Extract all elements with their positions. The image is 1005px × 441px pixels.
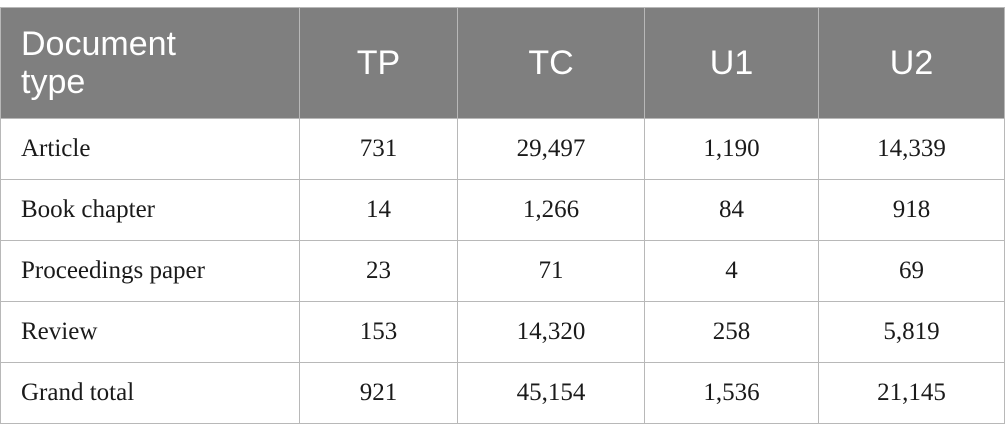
cell-u2: 69 [818, 240, 1005, 302]
cell-u1: 1,536 [644, 362, 819, 424]
cell-tc: 14,320 [457, 301, 645, 363]
table-row: Article 731 29,497 1,190 14,339 [0, 118, 1005, 180]
cell-u2: 918 [818, 179, 1005, 241]
cell-tp: 23 [299, 240, 458, 302]
cell-u2: 14,339 [818, 118, 1005, 180]
row-label: Book chapter [0, 179, 300, 241]
cell-tc: 45,154 [457, 362, 645, 424]
row-label: Proceedings paper [0, 240, 300, 302]
row-label: Review [0, 301, 300, 363]
cell-tc: 1,266 [457, 179, 645, 241]
cell-tp: 731 [299, 118, 458, 180]
header-document-type: Document type [0, 7, 300, 119]
header-document-type-line2: type [21, 63, 86, 101]
document-type-table: Document type TP TC U1 U2 Article 731 29… [0, 7, 1005, 424]
header-row: Document type TP TC U1 U2 [0, 7, 1005, 119]
header-document-type-line1: Document [21, 25, 176, 63]
header-u1: U1 [644, 7, 819, 119]
table-row: Review 153 14,320 258 5,819 [0, 301, 1005, 363]
cell-u1: 4 [644, 240, 819, 302]
header-u2: U2 [818, 7, 1005, 119]
cell-u2: 21,145 [818, 362, 1005, 424]
cell-u1: 1,190 [644, 118, 819, 180]
row-label: Article [0, 118, 300, 180]
table-row: Book chapter 14 1,266 84 918 [0, 179, 1005, 241]
cell-u1: 258 [644, 301, 819, 363]
row-label: Grand total [0, 362, 300, 424]
table-header: Document type TP TC U1 U2 [0, 7, 1005, 119]
header-tc: TC [457, 7, 645, 119]
document-type-table-container: Document type TP TC U1 U2 Article 731 29… [0, 7, 1005, 424]
table-row: Grand total 921 45,154 1,536 21,145 [0, 362, 1005, 424]
cell-u1: 84 [644, 179, 819, 241]
cell-tp: 153 [299, 301, 458, 363]
cell-u2: 5,819 [818, 301, 1005, 363]
header-tp: TP [299, 7, 458, 119]
cell-tc: 29,497 [457, 118, 645, 180]
cell-tc: 71 [457, 240, 645, 302]
cell-tp: 14 [299, 179, 458, 241]
table-row: Proceedings paper 23 71 4 69 [0, 240, 1005, 302]
cell-tp: 921 [299, 362, 458, 424]
table-body: Article 731 29,497 1,190 14,339 Book cha… [0, 118, 1005, 424]
